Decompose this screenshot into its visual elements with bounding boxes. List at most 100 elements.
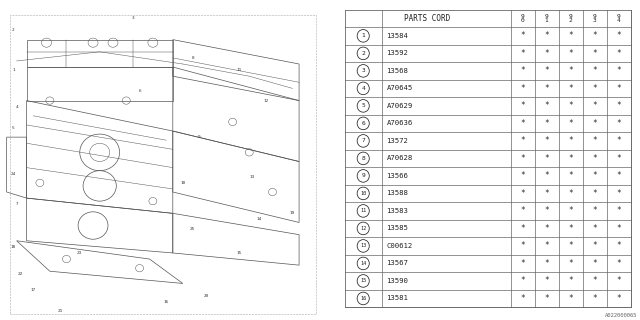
Text: A70645: A70645	[387, 85, 413, 92]
Text: *: *	[568, 172, 573, 180]
Text: 9
1: 9 1	[545, 14, 548, 23]
Text: *: *	[568, 66, 573, 76]
Text: *: *	[616, 154, 621, 163]
Text: A70629: A70629	[387, 103, 413, 109]
Text: 6: 6	[362, 121, 365, 126]
Text: *: *	[520, 84, 525, 93]
Text: *: *	[545, 276, 549, 285]
Text: 13588: 13588	[387, 190, 408, 196]
Text: *: *	[545, 101, 549, 110]
Text: *: *	[545, 119, 549, 128]
Text: *: *	[520, 259, 525, 268]
Text: *: *	[520, 119, 525, 128]
Text: *: *	[616, 101, 621, 110]
Text: 3: 3	[132, 16, 134, 20]
Text: 13567: 13567	[387, 260, 408, 267]
Text: 1: 1	[362, 33, 365, 38]
Text: *: *	[545, 241, 549, 251]
Text: 13572: 13572	[387, 138, 408, 144]
Text: 18: 18	[11, 245, 16, 249]
Text: *: *	[593, 154, 597, 163]
Text: 25: 25	[190, 227, 195, 231]
Text: 9
0: 9 0	[521, 14, 524, 23]
Text: 11: 11	[360, 208, 366, 213]
Text: *: *	[616, 172, 621, 180]
Text: *: *	[593, 49, 597, 58]
Text: *: *	[593, 119, 597, 128]
Text: 15: 15	[360, 278, 366, 284]
Text: *: *	[616, 136, 621, 145]
Text: *: *	[520, 31, 525, 40]
Text: *: *	[545, 172, 549, 180]
Text: 16: 16	[360, 296, 366, 301]
Text: *: *	[520, 49, 525, 58]
Text: 9
4: 9 4	[617, 14, 621, 23]
Text: *: *	[520, 154, 525, 163]
Text: 13584: 13584	[387, 33, 408, 39]
Text: *: *	[593, 136, 597, 145]
Text: *: *	[568, 241, 573, 251]
Text: 11: 11	[237, 68, 242, 72]
Text: *: *	[616, 294, 621, 303]
Text: *: *	[593, 224, 597, 233]
Text: 10: 10	[360, 191, 366, 196]
Text: *: *	[545, 84, 549, 93]
Text: *: *	[520, 136, 525, 145]
Text: *: *	[568, 206, 573, 215]
Text: *: *	[568, 259, 573, 268]
Text: 13: 13	[250, 175, 255, 179]
Text: *: *	[545, 294, 549, 303]
Text: *: *	[616, 66, 621, 76]
Text: 9: 9	[362, 173, 365, 179]
Text: *: *	[568, 189, 573, 198]
Text: *: *	[520, 294, 525, 303]
Text: 13566: 13566	[387, 173, 408, 179]
Text: *: *	[520, 241, 525, 251]
Text: *: *	[545, 31, 549, 40]
Text: 17: 17	[31, 288, 36, 292]
Text: 19: 19	[290, 211, 295, 215]
Text: *: *	[568, 154, 573, 163]
Text: *: *	[593, 84, 597, 93]
Text: 7: 7	[15, 202, 18, 206]
Text: 13585: 13585	[387, 225, 408, 231]
Text: *: *	[616, 49, 621, 58]
Text: 15: 15	[237, 251, 242, 255]
Text: 4: 4	[362, 86, 365, 91]
Text: 8: 8	[191, 56, 194, 60]
Text: *: *	[616, 206, 621, 215]
Text: 9: 9	[198, 135, 201, 139]
Text: *: *	[568, 224, 573, 233]
Text: *: *	[545, 224, 549, 233]
Text: 14: 14	[360, 261, 366, 266]
Text: *: *	[616, 84, 621, 93]
Text: 9
2: 9 2	[569, 14, 573, 23]
Text: *: *	[568, 84, 573, 93]
Text: 4: 4	[15, 105, 18, 109]
Text: *: *	[520, 206, 525, 215]
Text: 8: 8	[362, 156, 365, 161]
Text: 6: 6	[138, 89, 141, 93]
Text: *: *	[593, 259, 597, 268]
Text: *: *	[568, 119, 573, 128]
Text: 13581: 13581	[387, 295, 408, 301]
Text: *: *	[545, 189, 549, 198]
Text: *: *	[568, 136, 573, 145]
Text: *: *	[568, 101, 573, 110]
Text: 20: 20	[204, 294, 209, 298]
Text: 9
3: 9 3	[593, 14, 596, 23]
Text: *: *	[593, 101, 597, 110]
Text: *: *	[593, 172, 597, 180]
Text: *: *	[545, 66, 549, 76]
Text: 21: 21	[57, 309, 63, 313]
Text: *: *	[520, 101, 525, 110]
Text: *: *	[593, 276, 597, 285]
Text: 1: 1	[12, 68, 15, 72]
Text: *: *	[616, 259, 621, 268]
Text: 13: 13	[360, 244, 366, 248]
Text: 5: 5	[362, 103, 365, 108]
Text: *: *	[520, 66, 525, 76]
Text: 12: 12	[360, 226, 366, 231]
Text: 7: 7	[362, 138, 365, 143]
Text: *: *	[593, 294, 597, 303]
